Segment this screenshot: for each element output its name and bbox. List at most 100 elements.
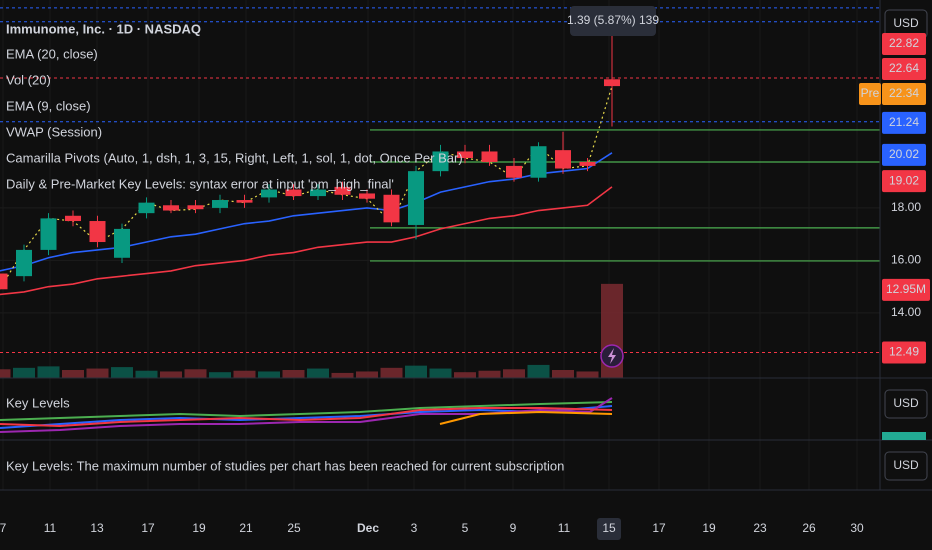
volume-bar — [503, 369, 525, 378]
event-icon-glyph — [608, 348, 616, 364]
volume-bar — [0, 369, 11, 378]
volume-bar — [282, 370, 305, 378]
legend-item: VWAP (Session) — [6, 124, 102, 139]
volume-bar — [356, 371, 378, 378]
legend-item: Vol (20) — [6, 72, 51, 87]
candle-body — [457, 151, 473, 159]
candle-body — [0, 273, 8, 290]
volume-bar — [233, 370, 256, 378]
legend-item: EMA (9, close) — [6, 98, 91, 113]
volume-bar — [37, 366, 60, 378]
candle-body — [114, 228, 130, 258]
candle-body — [506, 165, 522, 178]
candle-body — [432, 151, 449, 172]
pre-tag — [859, 82, 881, 105]
candle-body — [408, 171, 424, 225]
x-tick-label: Dec — [357, 521, 379, 535]
pre-tag-label: Pre — [861, 86, 880, 100]
volume-bar — [429, 368, 452, 378]
tooltip-box — [570, 6, 656, 36]
price-tag-label: 20.02 — [889, 147, 919, 161]
volume-bar — [454, 372, 476, 378]
volume-bar — [13, 367, 35, 378]
x-tick-label: 23 — [753, 521, 767, 535]
candle-body — [163, 205, 179, 211]
price-tag — [882, 32, 926, 55]
candle-body — [187, 205, 204, 210]
candle-body — [359, 193, 375, 199]
button-frame[interactable] — [884, 389, 928, 419]
error-message: Key Levels: The maximum number of studie… — [6, 458, 564, 473]
volume-bar — [331, 372, 354, 378]
x-tick-label: 26 — [802, 521, 816, 535]
button-label[interactable]: USD — [893, 458, 919, 472]
x-tick-label: 11 — [558, 521, 571, 535]
pane-title: Key Levels — [6, 395, 70, 410]
volume-bar — [307, 368, 329, 378]
price-tags: 14.00 16.00 18.00 22.82 22.64 22.34 Pre 21.24 20… — [859, 32, 930, 364]
candle-body — [481, 151, 498, 162]
volume-tag-label: 12.95M — [886, 282, 926, 296]
candle-body — [40, 218, 57, 250]
price-tag-label: 19.02 — [889, 173, 919, 187]
x-label-highlight — [597, 518, 621, 540]
volume-tag — [882, 278, 930, 301]
currency-button[interactable]: USD — [884, 9, 928, 39]
price-tag — [882, 111, 926, 134]
price-tag — [882, 143, 926, 166]
price-tag-label: 12.49 — [889, 345, 919, 359]
candle-body — [530, 146, 547, 178]
button-label[interactable]: USD — [893, 16, 919, 30]
x-tick-label: 15 — [602, 521, 616, 535]
price-tag — [882, 170, 926, 193]
ema-line — [0, 186, 613, 296]
candle-body — [285, 189, 302, 197]
candle-body — [65, 215, 81, 222]
volume-bar — [160, 371, 182, 378]
y-tick-label: 18.00 — [891, 200, 921, 214]
candle-body — [16, 249, 32, 277]
x-tick-label: 17 — [652, 521, 666, 535]
volume-bar — [258, 371, 280, 378]
volume-bar — [62, 370, 84, 378]
currency-button[interactable]: USD — [884, 451, 928, 481]
button-frame[interactable] — [884, 451, 928, 481]
x-tick-label: 11 — [44, 521, 57, 535]
x-tick-label: 7 — [0, 521, 7, 535]
key-levels-lines — [0, 397, 613, 433]
y-tick-label: 14.00 — [891, 305, 921, 319]
price-tag — [882, 341, 926, 364]
x-tick-label: 21 — [239, 521, 253, 535]
x-tick-label: 13 — [90, 521, 104, 535]
x-tick-label: 5 — [462, 521, 469, 535]
candle-body — [604, 79, 620, 87]
button-label[interactable]: USD — [893, 396, 919, 410]
candle-body — [383, 194, 400, 223]
candle-body — [579, 161, 596, 166]
volume-bar — [111, 367, 133, 378]
ema-line — [0, 152, 613, 272]
volume-bar — [478, 370, 501, 378]
currency-button[interactable]: USD — [884, 389, 928, 419]
x-tick-label: 19 — [702, 521, 716, 535]
candle-body — [261, 189, 277, 198]
volume-bar — [576, 371, 599, 378]
x-tick-label: 19 — [192, 521, 206, 535]
legend-item: Daily & Pre-Market Key Levels: syntax er… — [6, 176, 394, 191]
symbol-title: Immunome, Inc. · 1D · NASDAQ — [6, 21, 201, 36]
x-tick-label: 30 — [850, 521, 864, 535]
legend: EMA (20, close) Vol (20) EMA (9, close) VWA… — [6, 46, 463, 191]
price-tag-label: 21.24 — [889, 115, 919, 129]
volume-bar — [380, 367, 403, 378]
volume-bar — [209, 372, 231, 378]
x-tick-label: 3 — [411, 521, 418, 535]
price-tag-label: 22.64 — [889, 61, 919, 75]
volume-bar — [552, 370, 574, 378]
legend-item: Camarilla Pivots (Auto, 1, dsh, 1, 3, 15… — [6, 150, 463, 165]
legend-item: EMA (20, close) — [6, 46, 98, 61]
volume-bar — [184, 369, 207, 378]
price-tag — [882, 82, 926, 105]
